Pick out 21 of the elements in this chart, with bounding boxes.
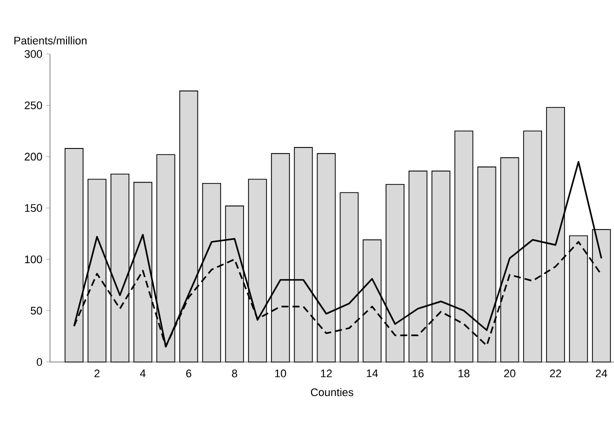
x-axis-title: Counties [310,388,354,396]
x-tick-label: 18 [458,370,470,378]
y-tick-label: 250 [24,101,42,110]
x-tick-label: 6 [186,370,192,378]
y-tick-label: 200 [24,152,42,161]
x-tick-label: 22 [550,370,562,378]
y-tick-label: 100 [25,255,42,264]
y-tick-label: 150 [25,204,42,212]
x-tick-label: 16 [412,370,424,378]
x-tick-label: 8 [232,370,238,378]
x-tick-label: 14 [366,370,378,378]
x-tick-label: 24 [596,370,608,378]
y-axis-title: Patients/million [14,36,86,44]
x-tick-label: 10 [275,370,286,378]
y-tick-label: 300 [24,50,42,58]
y-tick-label: 0 [36,358,42,366]
y-tick-label: 50 [30,306,42,315]
x-tick-label: 2 [94,370,100,378]
x-tick-label: 12 [321,370,332,378]
x-tick-label: 20 [504,370,516,378]
x-tick-label: 4 [140,370,146,378]
